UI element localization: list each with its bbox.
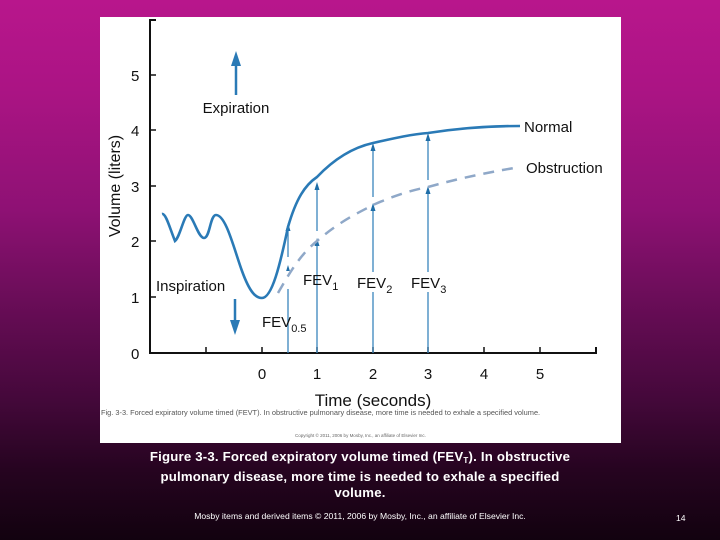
x-axis-label: Time (seconds) <box>315 391 432 410</box>
inspiration-label: Inspiration <box>156 278 225 295</box>
x-tick-label: 1 <box>313 366 321 383</box>
x-tick-labels: 0 1 2 3 4 5 <box>258 366 544 383</box>
fev-arrows <box>285 133 431 353</box>
normal-curve <box>161 124 521 300</box>
x-tick-label: 0 <box>258 366 266 383</box>
fev1-label: FEV1 <box>303 272 338 293</box>
expiration-label: Expiration <box>203 100 270 117</box>
slide-caption: Figure 3-3. Forced expiratory volume tim… <box>149 449 571 500</box>
x-tick-label: 4 <box>480 366 488 383</box>
y-tick-labels: 0 1 2 3 4 5 <box>131 68 139 363</box>
y-tick-label: 3 <box>131 179 139 196</box>
expiration-arrow-icon <box>231 51 241 95</box>
fev05-label: FEV0.5 <box>262 314 306 335</box>
y-tick-label: 2 <box>131 234 139 251</box>
y-tick-label: 1 <box>131 290 139 307</box>
fev-labels: FEV0.5 FEV1 FEV2 FEV3 <box>262 272 446 335</box>
figure-copyright: Copyright © 2011, 2006 by Mosby, Inc., a… <box>295 433 426 438</box>
x-tick-label: 3 <box>424 366 432 383</box>
x-tick-label: 2 <box>369 366 377 383</box>
axes <box>149 19 597 354</box>
figure-caption: Fig. 3-3. Forced expiratory volume timed… <box>101 408 541 417</box>
page-number: 14 <box>676 513 686 523</box>
obstruction-curve <box>276 165 521 294</box>
inspiration-arrow-icon <box>230 299 240 335</box>
y-ticks <box>150 74 156 298</box>
fev-chart: 0 1 2 3 4 5 0 1 2 3 4 5 Time (seconds) V… <box>107 19 603 410</box>
figure-image: 0 1 2 3 4 5 0 1 2 3 4 5 Time (seconds) V… <box>100 17 621 443</box>
legend-obstruction: Obstruction <box>526 160 603 177</box>
fev2-label: FEV2 <box>357 275 392 296</box>
y-tick-label: 5 <box>131 68 139 85</box>
x-tick-label: 5 <box>536 366 544 383</box>
credit-line: Mosby items and derived items © 2011, 20… <box>194 511 526 521</box>
y-tick-label: 0 <box>131 346 139 363</box>
y-tick-label: 4 <box>131 123 139 140</box>
y-axis-label: Volume (liters) <box>107 135 124 237</box>
legend-normal: Normal <box>524 119 572 136</box>
fev3-label: FEV3 <box>411 275 446 296</box>
